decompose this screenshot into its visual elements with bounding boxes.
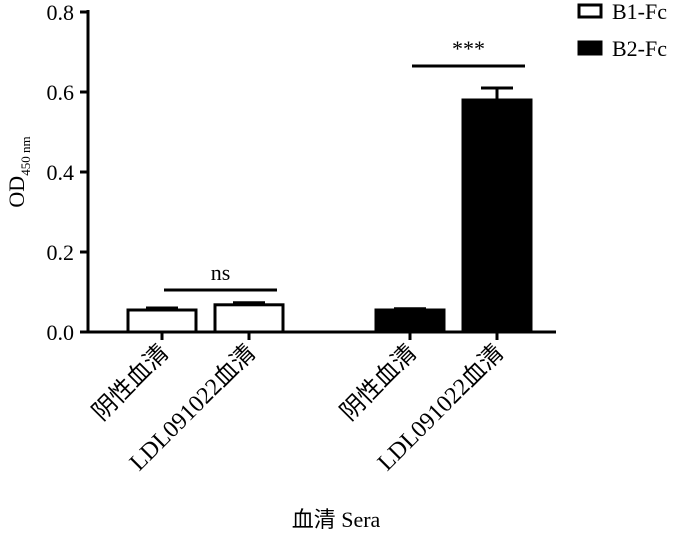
y-tick-label: 0.6 [47, 80, 75, 105]
legend-swatch [577, 3, 603, 19]
y-tick-label: 0.0 [47, 320, 75, 345]
legend-label: B1-Fc [612, 0, 667, 24]
significance-label: ns [211, 260, 231, 285]
y-axis-title: OD450 nm [4, 136, 33, 207]
x-tick-label: 阴性血清 [87, 339, 174, 426]
significance-label: *** [452, 36, 485, 61]
x-axis-title: 血清 Sera [292, 507, 381, 532]
bar [213, 303, 285, 334]
legend-swatch [577, 40, 603, 56]
y-tick-label: 0.8 [47, 0, 75, 25]
bar [461, 98, 533, 334]
bar [126, 308, 198, 334]
bar [374, 308, 446, 334]
x-tick-label: 阴性血清 [335, 339, 422, 426]
y-axis-title-sub: 450 nm [18, 136, 33, 175]
y-tick-label: 0.2 [47, 240, 75, 265]
legend-label: B2-Fc [612, 36, 667, 61]
y-axis-title-main: OD [4, 176, 29, 208]
y-tick-label: 0.4 [47, 160, 75, 185]
